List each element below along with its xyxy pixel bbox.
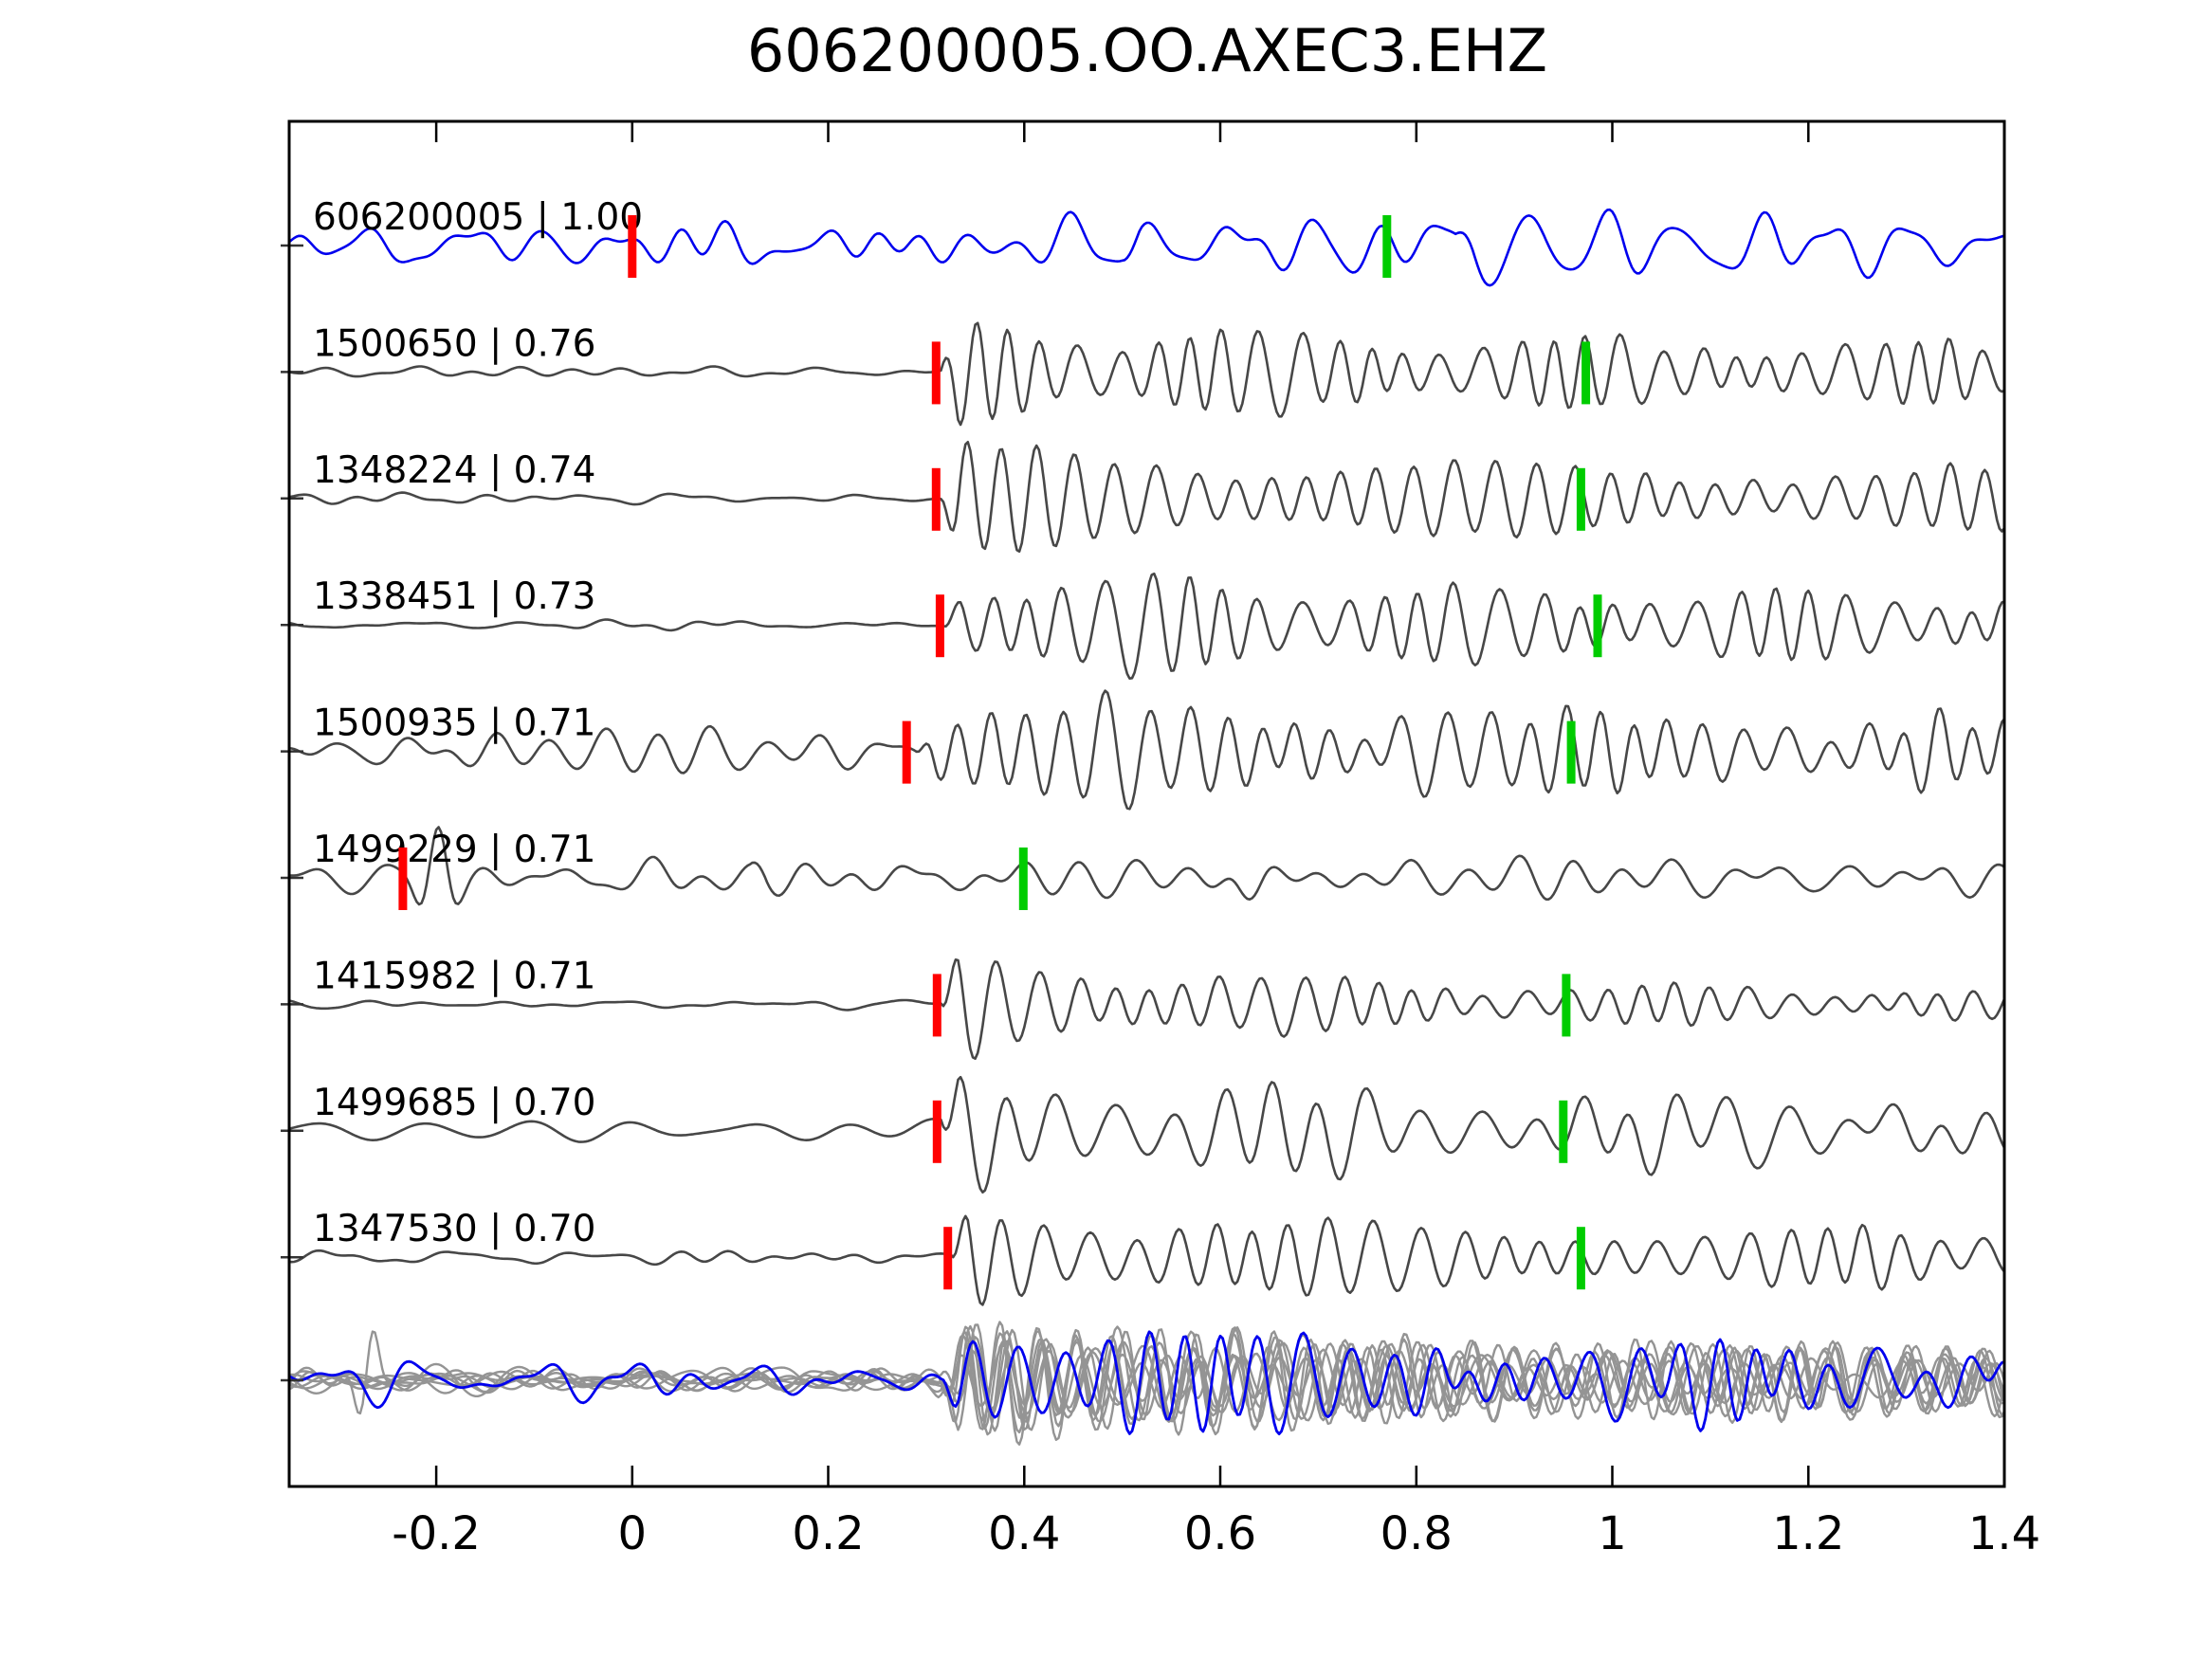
x-tick-label: 1.2 [1772, 1507, 1844, 1560]
waveform-1499229 [288, 826, 2005, 906]
overlay-waveform-gray [288, 1326, 2006, 1436]
pick-marker-green [1018, 848, 1028, 910]
waveform-1415982 [288, 958, 2006, 1060]
trace-label-1415982: 1415982 | 0.71 [313, 955, 595, 997]
waveform-606200005 [288, 208, 2005, 287]
x-tick-label: 1.4 [1968, 1507, 2040, 1560]
x-tick-label: 0.2 [792, 1507, 864, 1560]
pick-marker-red [398, 848, 408, 910]
pick-marker-green [1576, 467, 1585, 531]
pick-marker-green [1576, 1227, 1585, 1290]
waveform-1347530 [288, 1214, 2006, 1306]
waveform-1348224 [288, 441, 2006, 553]
pick-marker-green [1581, 341, 1591, 405]
plot-frame [287, 119, 2006, 1488]
pick-marker-green [1562, 974, 1571, 1037]
pick-marker-red [931, 467, 941, 531]
x-tick-label: 0.4 [988, 1507, 1060, 1560]
pick-marker-red [628, 215, 637, 278]
trace-label-1338451: 1338451 | 0.73 [313, 575, 595, 618]
pick-marker-green [1593, 594, 1602, 658]
x-tick-label: 0.6 [1184, 1507, 1256, 1560]
plot-content: -0.2 0 0.2 0.4 0.6 0.8 1 1.2 1.4 606200005 | 1.00… [281, 121, 2040, 1560]
x-tick-label: -0.2 [392, 1507, 481, 1560]
waveform-1499685 [288, 1075, 2006, 1194]
overlay-waveform-gray [288, 1325, 2005, 1431]
pick-marker-red [902, 720, 911, 784]
waveform-1338451 [288, 572, 2005, 680]
trace-label-1348224: 1348224 | 0.74 [313, 449, 595, 492]
x-tick-label: 1 [1598, 1507, 1627, 1560]
trace-label-1499229: 1499229 | 0.71 [313, 829, 595, 871]
trace-label-1500650: 1500650 | 0.76 [313, 322, 595, 365]
chart-title: 606200005.OO.AXEC3.EHZ [747, 16, 1547, 85]
waveform-1500935 [288, 689, 2006, 811]
overlay-waveform-gray [288, 1324, 2006, 1436]
waveform-1500650 [288, 321, 2005, 427]
pick-marker-red [932, 974, 941, 1037]
pick-marker-red [931, 341, 941, 405]
pick-marker-red [935, 594, 944, 658]
trace-label-1347530: 1347530 | 0.70 [313, 1208, 595, 1250]
overlay-waveform-reference [288, 1330, 2005, 1435]
pick-marker-red [932, 1100, 941, 1163]
trace-label-606200005: 606200005 | 1.00 [313, 196, 643, 239]
x-tick-label: 0 [618, 1507, 648, 1560]
pick-marker-green [1566, 720, 1576, 784]
trace-label-1499685: 1499685 | 0.70 [313, 1082, 595, 1124]
trace-label-1500935: 1500935 | 0.71 [313, 702, 595, 745]
pick-marker-red [943, 1227, 953, 1290]
pick-marker-green [1382, 215, 1392, 278]
pick-marker-green [1559, 1100, 1568, 1163]
x-tick-label: 0.8 [1380, 1507, 1453, 1560]
